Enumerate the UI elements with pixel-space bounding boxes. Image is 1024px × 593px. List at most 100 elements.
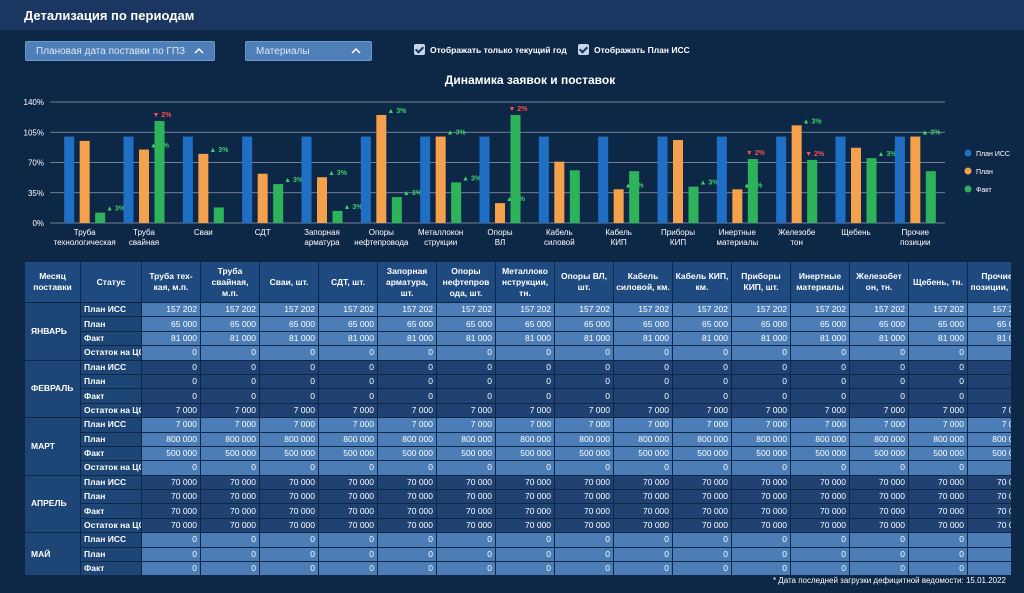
bar: [376, 114, 387, 223]
value-cell: 70 000: [909, 504, 967, 518]
value-cell: 70 000: [968, 490, 1011, 504]
value-cell: 0: [260, 346, 318, 360]
table-row: Остаток на ЦС 70 000 70 000 70 000 70 000 70 …: [25, 518, 1011, 533]
legend-swatch: [964, 185, 972, 193]
value-cell: 0: [555, 562, 613, 575]
bar: [613, 189, 624, 223]
value-cell: 157 202: [437, 303, 495, 317]
value-cell: 0: [968, 533, 1011, 547]
value-cell: 7 000: [909, 403, 967, 418]
value-cell: 70 000: [791, 518, 849, 533]
bar: [776, 136, 787, 223]
value-cell: 800 000: [673, 432, 731, 446]
value-cell: 157 202: [201, 303, 259, 317]
bar: [154, 121, 165, 223]
value-cell: 0: [732, 533, 790, 547]
change-label: ▲ 3%: [387, 108, 407, 115]
table-row: Факт 70 000 70 000 70 000 70 000 70 000 70 000…: [25, 504, 1011, 518]
bar: [894, 136, 905, 223]
value-cell: 0: [732, 374, 790, 389]
column-header: Месяц поставки: [25, 262, 80, 302]
change-label: ▲ 3%: [700, 180, 720, 187]
value-cell: 81 000: [201, 331, 259, 346]
table-row: МАРТ План ИСС 7 000 7 000 7 000 7 000 7 000 7 0…: [25, 418, 1011, 475]
value-cell: 0: [555, 533, 613, 547]
status-cell: План: [81, 317, 141, 331]
status-cell: План ИСС: [81, 303, 141, 317]
value-cell: 800 000: [201, 432, 259, 446]
header-row: Месяц поставки Статус Труба тех-кая, м.п. Т…: [25, 262, 1011, 302]
value-cell: 0: [673, 533, 731, 547]
value-cell: 70 000: [614, 518, 672, 533]
x-tick-label: Опоры: [487, 228, 512, 237]
value-cell: 70 000: [555, 518, 613, 533]
value-cell: 157 202: [791, 303, 849, 317]
value-cell: 800 000: [437, 432, 495, 446]
value-cell: 500 000: [850, 446, 908, 461]
value-cell: 70 000: [260, 518, 318, 533]
value-cell: 500 000: [201, 446, 259, 461]
value-cell: 0: [850, 547, 908, 562]
value-cell: 0: [496, 547, 554, 562]
dropdown[interactable]: Материалы: [245, 41, 372, 61]
value-cell: 0: [260, 533, 318, 547]
value-cell: 500 000: [909, 446, 967, 461]
value-cell: 800 000: [791, 432, 849, 446]
value-cell: 0: [850, 533, 908, 547]
legend-label: План: [976, 169, 993, 176]
value-cell: 70 000: [319, 504, 377, 518]
bar: [851, 147, 861, 223]
value-cell: 7 000: [614, 403, 672, 418]
bar: [79, 140, 90, 223]
x-tick-label: силовой: [544, 238, 575, 247]
chevron: [351, 47, 361, 54]
value-cell: 800 000: [378, 432, 436, 446]
value-cell: 0: [555, 360, 613, 374]
bar: [495, 203, 505, 223]
value-cell: 0: [909, 562, 967, 575]
value-cell: 800 000: [555, 432, 613, 446]
value-cell: 0: [555, 389, 613, 403]
value-cell: 70 000: [142, 475, 200, 490]
value-cell: 70 000: [260, 504, 318, 518]
value-cell: 81 000: [496, 331, 554, 346]
dropdown[interactable]: Плановая дата поставки по ГПЗ: [25, 41, 215, 61]
y-tick-label: 70%: [28, 159, 44, 168]
value-cell: 0: [732, 547, 790, 562]
column-header: Прочие позиции, шт.: [968, 262, 1011, 302]
x-tick-label: Сваи: [194, 228, 213, 237]
checkbox-label: Отображать План ИСС: [594, 45, 690, 55]
value-cell: 0: [378, 360, 436, 374]
bar: [198, 153, 209, 223]
status-cell: План: [81, 547, 141, 562]
value-cell: 70 000: [437, 518, 495, 533]
value-cell: 0: [909, 533, 967, 547]
value-cell: 70 000: [850, 490, 908, 504]
value-cell: 0: [673, 562, 731, 575]
checkbox[interactable]: Отображать только текущий год: [414, 44, 567, 55]
value-cell: 157 202: [909, 303, 967, 317]
value-cell: 0: [968, 547, 1011, 562]
change-label: ▲ 3%: [209, 147, 229, 154]
value-cell: 70 000: [496, 475, 554, 490]
value-cell: 70 000: [437, 504, 495, 518]
bar: [451, 182, 462, 223]
value-cell: 7 000: [673, 418, 731, 432]
value-cell: 800 000: [732, 432, 790, 446]
value-cell: 65 000: [909, 317, 967, 331]
value-cell: 0: [260, 562, 318, 575]
value-cell: 0: [496, 533, 554, 547]
value-cell: 7 000: [555, 403, 613, 418]
value-cell: 0: [732, 389, 790, 403]
value-cell: 0: [201, 533, 259, 547]
value-cell: 0: [732, 360, 790, 374]
value-cell: 70 000: [201, 504, 259, 518]
value-cell: 500 000: [319, 446, 377, 461]
value-cell: 81 000: [142, 331, 200, 346]
value-cell: 70 000: [968, 518, 1011, 533]
checkbox[interactable]: Отображать План ИСС: [578, 44, 690, 55]
x-tick-label: Запорная: [304, 228, 340, 237]
value-cell: 70 000: [496, 490, 554, 504]
bar: [273, 184, 284, 223]
